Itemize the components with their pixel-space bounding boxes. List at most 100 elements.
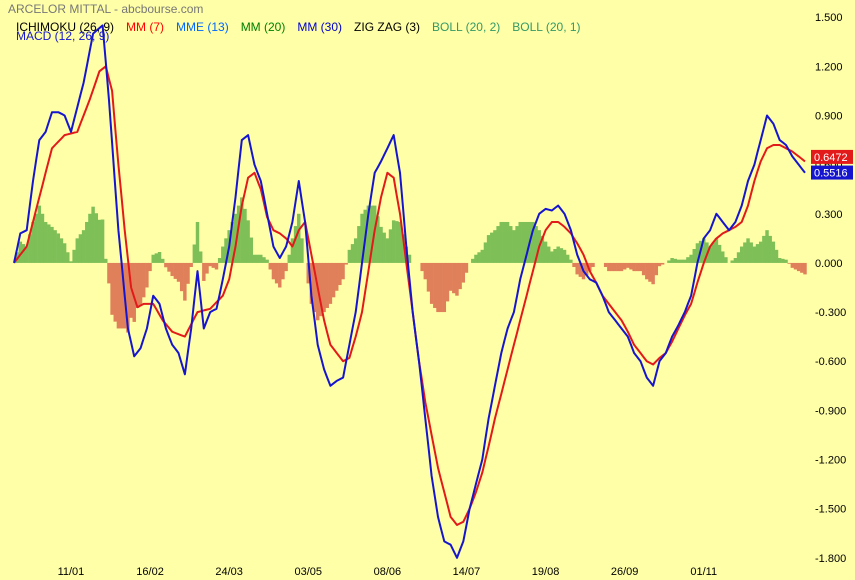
histogram-bar xyxy=(588,262,592,272)
histogram-bar xyxy=(559,248,564,263)
histogram-bar xyxy=(37,205,42,263)
histogram-bar xyxy=(391,220,396,263)
histogram-bar xyxy=(312,262,317,313)
histogram-bar xyxy=(148,262,152,272)
histogram-bar xyxy=(505,221,510,263)
x-tick-label: 08/06 xyxy=(374,566,402,578)
y-axis: 1.5001.2000.9000.6000.3000.000-0.300-0.6… xyxy=(815,12,846,565)
x-tick-label: 14/07 xyxy=(453,566,481,578)
indicator-label: ZIG ZAG (3) xyxy=(354,20,420,34)
histogram-bar xyxy=(357,226,361,263)
histogram-bar xyxy=(509,226,513,263)
histogram-bar xyxy=(249,237,254,263)
histogram-bar xyxy=(648,262,652,282)
histogram-bar xyxy=(107,262,111,284)
histogram-bar xyxy=(572,262,576,268)
histogram-bar xyxy=(670,258,674,263)
macd-label: MACD (12, 26, 9) xyxy=(16,29,109,43)
histogram-bar xyxy=(781,258,785,263)
histogram-bar xyxy=(243,208,247,263)
x-tick-label: 03/05 xyxy=(294,566,322,578)
histogram-bar xyxy=(692,249,696,263)
histogram-bar xyxy=(328,262,333,304)
histogram-bar xyxy=(578,262,583,277)
y-tick-label: 1.200 xyxy=(815,61,843,73)
histogram-bar xyxy=(603,262,608,268)
histogram-bar xyxy=(717,244,722,263)
histogram-bar xyxy=(619,262,624,272)
histogram-bar xyxy=(236,205,241,263)
histogram-bar xyxy=(398,221,402,263)
histogram-bar xyxy=(164,262,168,268)
histogram-bar xyxy=(59,238,64,263)
histogram-bar xyxy=(733,258,738,263)
histogram-bar xyxy=(543,241,548,263)
histogram-bar xyxy=(739,246,744,263)
histogram-bar xyxy=(353,238,358,263)
histogram-bar xyxy=(702,238,706,263)
histogram-bar xyxy=(21,244,26,263)
indicator-label: BOLL (20, 2) xyxy=(432,20,500,34)
histogram-bar xyxy=(584,262,589,276)
histogram-bar xyxy=(550,251,554,263)
histogram-bar xyxy=(132,262,136,322)
histogram-bar xyxy=(309,262,314,304)
histogram-bar xyxy=(297,213,301,263)
histogram-bar xyxy=(119,262,124,329)
histogram-bar xyxy=(755,244,760,263)
histogram-bar xyxy=(686,257,690,263)
histogram-bar xyxy=(743,242,747,263)
histogram-bar xyxy=(246,220,250,263)
histogram-bar xyxy=(749,242,753,263)
histogram-bar xyxy=(50,226,54,263)
histogram-bar xyxy=(214,262,219,270)
histogram-bar xyxy=(746,238,750,263)
histogram-bar xyxy=(265,259,269,263)
histogram-bar xyxy=(18,241,23,263)
histogram-bar xyxy=(433,262,437,308)
y-tick-label: 1.500 xyxy=(815,12,843,24)
histogram-bar xyxy=(771,241,776,263)
histogram-bar xyxy=(284,262,288,272)
histogram-bar xyxy=(379,226,383,263)
chart-header: ARCELOR MITTAL - abcbourse.com MACD (12,… xyxy=(8,2,581,43)
histogram-bar xyxy=(208,262,212,267)
histogram-bar xyxy=(496,226,500,263)
histogram-bar xyxy=(385,238,390,263)
histogram-bar xyxy=(629,262,633,270)
x-tick-label: 11/01 xyxy=(58,566,85,578)
histogram-layer xyxy=(15,197,807,333)
histogram-bar xyxy=(211,262,216,268)
histogram-bar xyxy=(224,238,228,263)
histogram-bar xyxy=(366,205,371,263)
indicator-label: MM (30) xyxy=(297,20,342,34)
histogram-bar xyxy=(135,262,140,308)
histogram-bar xyxy=(645,262,649,280)
histogram-bar xyxy=(531,221,535,263)
histogram-bar xyxy=(56,233,61,263)
y-tick-label: -0.600 xyxy=(815,356,846,368)
histogram-bar xyxy=(800,262,804,273)
histogram-bar xyxy=(388,229,393,263)
macd-last-value: 0.5516 xyxy=(814,168,848,180)
histogram-bar xyxy=(787,262,791,264)
histogram-bar xyxy=(141,262,146,298)
histogram-bar xyxy=(752,246,757,263)
histogram-bar xyxy=(521,221,526,263)
histogram-bar xyxy=(765,230,769,263)
histogram-bar xyxy=(736,252,741,263)
histogram-bar xyxy=(591,262,595,268)
x-tick-label: 01/11 xyxy=(690,566,717,578)
histogram-bar xyxy=(518,221,522,263)
histogram-bar xyxy=(461,262,466,283)
histogram-bar xyxy=(31,221,35,263)
histogram-bar xyxy=(429,262,434,304)
histogram-bar xyxy=(72,249,76,263)
histogram-bar xyxy=(300,238,304,263)
y-tick-label: 0.300 xyxy=(815,209,843,221)
histogram-bar xyxy=(62,243,67,263)
histogram-bar xyxy=(85,221,89,263)
x-tick-label: 16/02 xyxy=(136,566,164,578)
histogram-bar xyxy=(233,213,238,263)
